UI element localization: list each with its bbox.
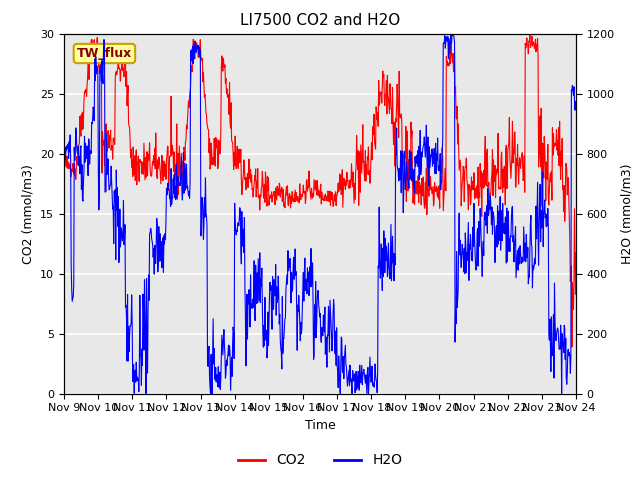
Text: TW_flux: TW_flux	[77, 47, 132, 60]
Y-axis label: CO2 (mmol/m3): CO2 (mmol/m3)	[22, 164, 35, 264]
Title: LI7500 CO2 and H2O: LI7500 CO2 and H2O	[240, 13, 400, 28]
Legend: CO2, H2O: CO2, H2O	[232, 448, 408, 473]
Y-axis label: H2O (mmol/m3): H2O (mmol/m3)	[620, 163, 633, 264]
X-axis label: Time: Time	[305, 419, 335, 432]
